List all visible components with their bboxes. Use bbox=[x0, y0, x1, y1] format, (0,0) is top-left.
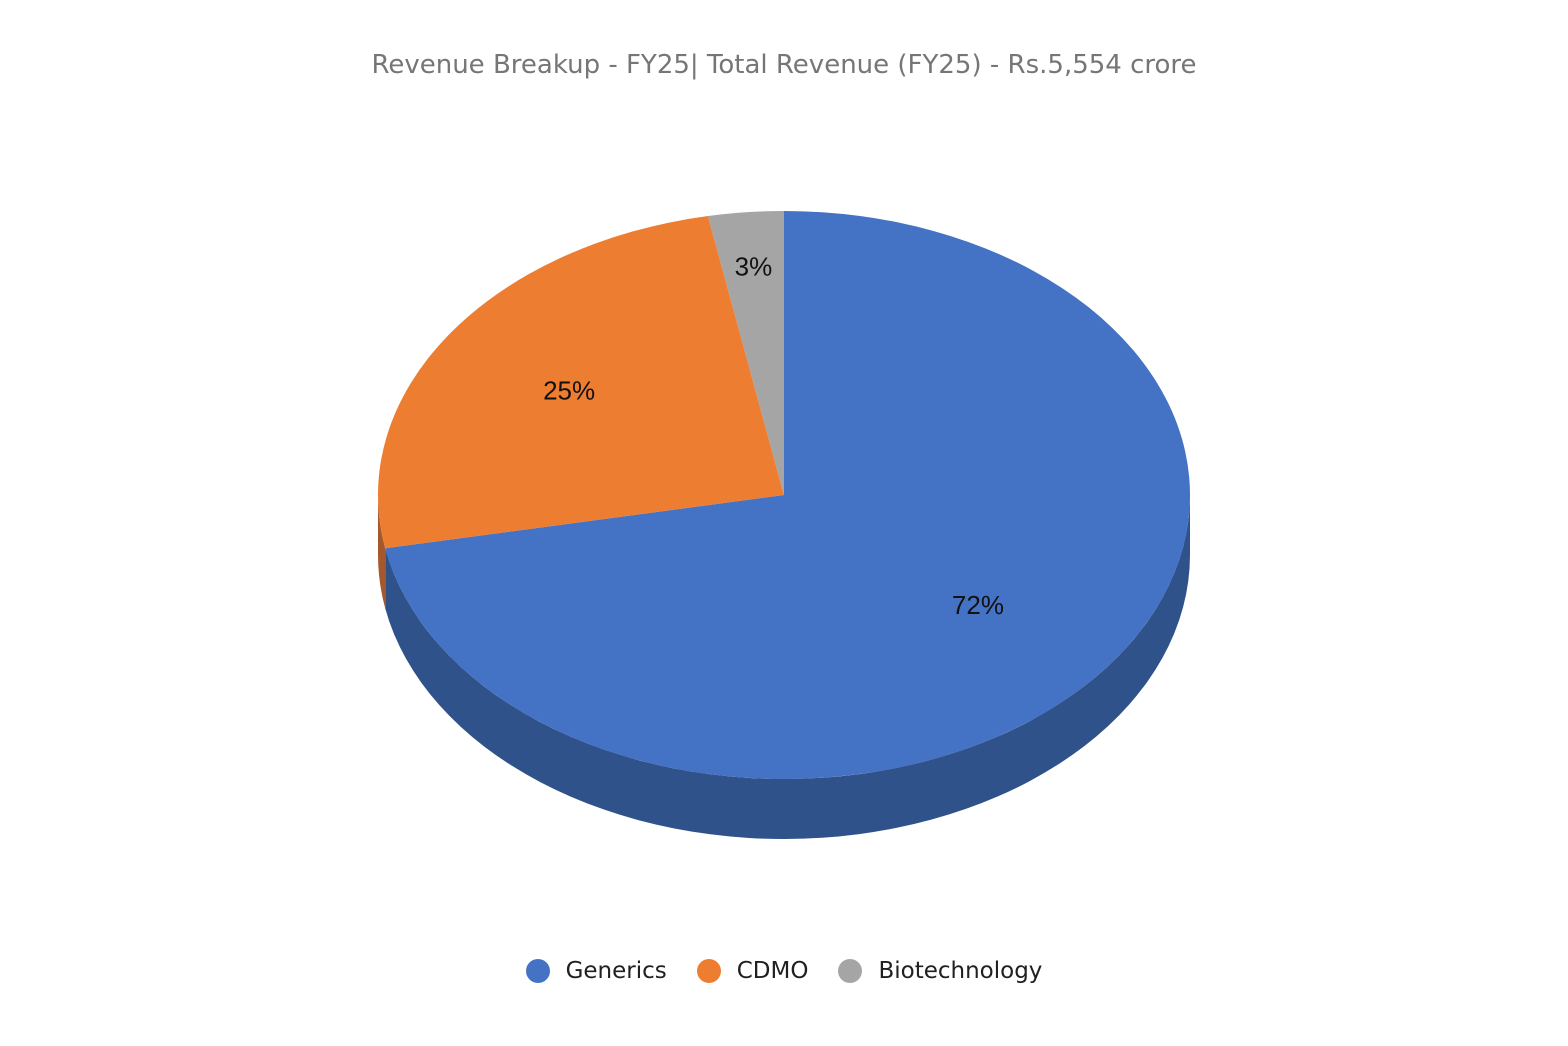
pie-side-generics bbox=[385, 495, 1190, 839]
pie-top-group bbox=[378, 211, 1191, 780]
data-label-biotechnology: 3% bbox=[735, 252, 773, 282]
legend-item-cdmo[interactable]: CDMO bbox=[696, 958, 809, 984]
legend-marker-cdmo bbox=[696, 959, 721, 983]
data-label-cdmo: 25% bbox=[543, 376, 595, 406]
legend: Generics CDMO Biotechnology bbox=[0, 958, 1568, 984]
legend-marker-biotechnology bbox=[838, 959, 863, 983]
legend-label-cdmo: CDMO bbox=[736, 958, 809, 984]
pie-slice-generics[interactable] bbox=[385, 211, 1191, 780]
legend-label-generics: Generics bbox=[565, 958, 667, 984]
legend-item-biotechnology[interactable]: Biotechnology bbox=[838, 958, 1042, 984]
pie-slice-cdmo[interactable] bbox=[378, 216, 784, 549]
pie-slice-biotechnology[interactable] bbox=[707, 211, 784, 495]
pie-side-group bbox=[378, 495, 1190, 839]
legend-item-generics[interactable]: Generics bbox=[525, 958, 667, 984]
pie-side-cdmo bbox=[378, 495, 386, 609]
legend-marker-generics bbox=[525, 959, 550, 983]
chart-title: Revenue Breakup - FY25| Total Revenue (F… bbox=[371, 50, 1197, 80]
pie-label-group: 72% 25% 3% bbox=[543, 252, 1004, 620]
legend-label-biotechnology: Biotechnology bbox=[878, 958, 1043, 984]
data-label-generics: 72% bbox=[952, 590, 1004, 620]
